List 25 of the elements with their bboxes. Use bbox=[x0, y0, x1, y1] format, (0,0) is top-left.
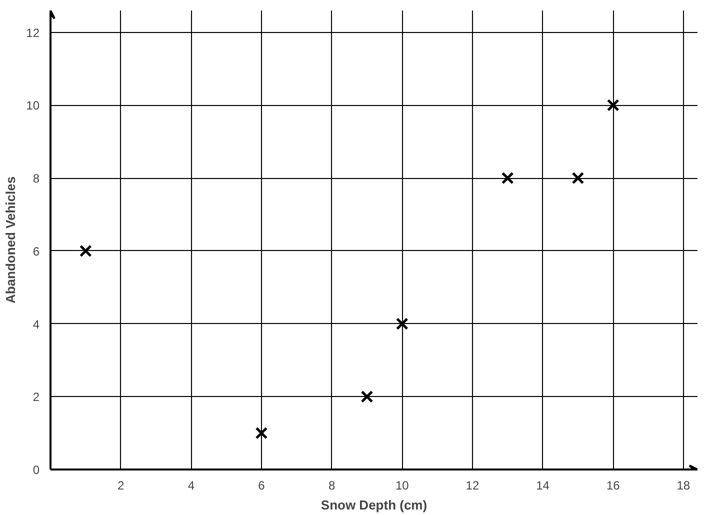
x-axis-title: Snow Depth (cm) bbox=[320, 498, 428, 512]
y-tick-label: 2 bbox=[32, 390, 40, 404]
x-tick-label: 10 bbox=[395, 478, 410, 492]
x-tick-label: 2 bbox=[117, 478, 124, 492]
point bbox=[572, 172, 584, 184]
x-tick-label: 8 bbox=[328, 478, 336, 492]
point bbox=[501, 172, 514, 184]
y-tick-label: 8 bbox=[32, 172, 40, 186]
point bbox=[606, 99, 620, 112]
x-tick-label: 6 bbox=[258, 478, 266, 492]
point bbox=[360, 390, 374, 403]
y-axis-title: Abandoned Vehicles bbox=[3, 176, 18, 304]
point bbox=[396, 318, 408, 330]
x-tick-label: 16 bbox=[606, 478, 620, 492]
y-tick-label: 0 bbox=[32, 463, 40, 477]
point bbox=[79, 244, 92, 258]
y-tick-label: 10 bbox=[26, 98, 40, 113]
y-tick-label: 6 bbox=[32, 244, 40, 258]
x-tick-label: 14 bbox=[536, 478, 550, 492]
point bbox=[255, 426, 268, 440]
x-tick-label: 4 bbox=[188, 478, 195, 492]
x-tick-label: 18 bbox=[676, 478, 690, 492]
y-tick-label: 4 bbox=[32, 317, 40, 332]
x-tick-label: 12 bbox=[466, 478, 480, 492]
y-tick-label: 12 bbox=[26, 26, 40, 40]
